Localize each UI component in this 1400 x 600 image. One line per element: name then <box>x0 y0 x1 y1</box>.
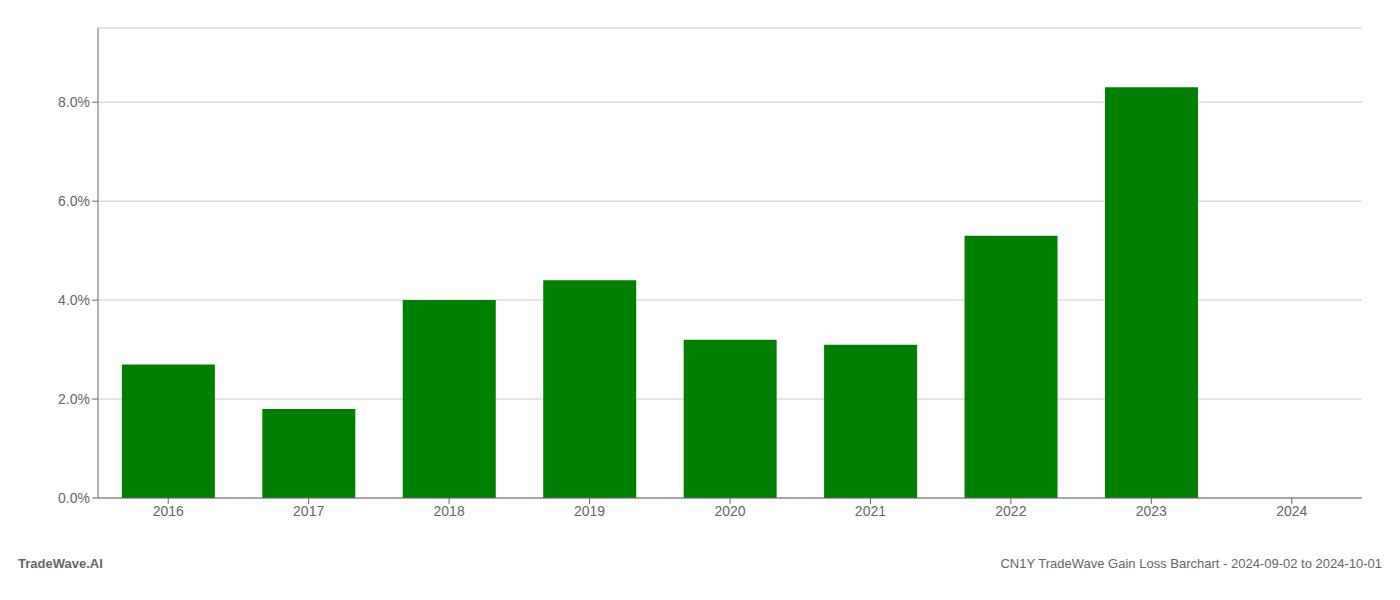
svg-text:6.0%: 6.0% <box>58 193 90 209</box>
svg-text:2022: 2022 <box>995 503 1026 519</box>
svg-text:2019: 2019 <box>574 503 605 519</box>
svg-text:2021: 2021 <box>855 503 886 519</box>
svg-text:2017: 2017 <box>293 503 324 519</box>
svg-text:2018: 2018 <box>434 503 465 519</box>
html-text:TradeWave.AI: TradeWave.AI <box>18 556 103 571</box>
svg-text:2024: 2024 <box>1276 503 1307 519</box>
svg-text:2.0%: 2.0% <box>58 391 90 407</box>
svg-text:2023: 2023 <box>1136 503 1167 519</box>
svg-text:8.0%: 8.0% <box>58 94 90 110</box>
svg-text:4.0%: 4.0% <box>58 292 90 308</box>
svg-text:2020: 2020 <box>714 503 745 519</box>
svg-text:2016: 2016 <box>153 503 184 519</box>
html-text:CN1Y TradeWave Gain Loss Barch: CN1Y TradeWave Gain Loss Barchart - 2024… <box>1000 556 1382 571</box>
svg-text:0.0%: 0.0% <box>58 490 90 506</box>
